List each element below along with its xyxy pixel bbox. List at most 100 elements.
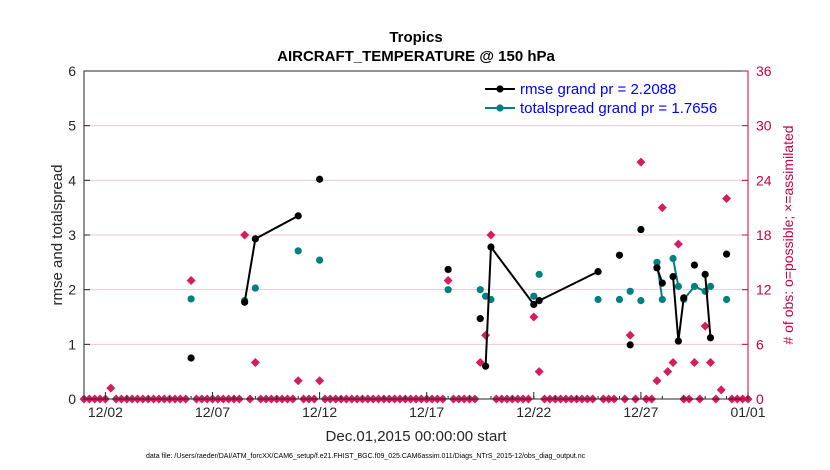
spread-point (653, 258, 661, 266)
rmse-point (187, 354, 195, 362)
obs-point (443, 276, 453, 286)
legend-rmse-label: rmse grand pr = 2.2088 (520, 81, 676, 98)
obs-point (293, 376, 303, 386)
chart-title: Tropics (389, 29, 442, 46)
obs-point (529, 312, 539, 322)
y-tick-label-left: 4 (68, 172, 76, 188)
marks-layer (79, 102, 753, 404)
rmse-point (615, 251, 624, 259)
rmse-point (669, 272, 677, 281)
rmse-point (294, 212, 302, 220)
spread-point (626, 287, 634, 295)
rmse-line-segment (484, 244, 535, 367)
rmse-point (530, 300, 538, 309)
y-tick-label-left: 3 (68, 227, 76, 243)
x-tick-label: 01/01 (730, 404, 765, 420)
spread-point (251, 284, 259, 292)
rmse-line-segment (538, 270, 599, 302)
legend-spread-label: totalspread grand pr = 1.7656 (520, 100, 717, 117)
spread-point (594, 295, 602, 304)
spread-point (615, 295, 624, 304)
rmse-point (482, 362, 490, 370)
y-tick-label-right: 36 (756, 63, 772, 79)
rmse-point (594, 268, 602, 276)
spread-point (674, 282, 682, 290)
spread-line-segment (682, 285, 712, 301)
spread-point (476, 286, 484, 294)
x-axis-label: Dec.01,2015 00:00:00 start (326, 428, 508, 445)
spread-point (530, 292, 538, 300)
x-tick-label: 12/07 (195, 404, 230, 420)
chart-subtitle: AIRCRAFT_TEMPERATURE @ 150 hPa (277, 48, 555, 65)
x-tick-label: 12/17 (409, 404, 444, 420)
legend-rmse-marker (496, 85, 504, 93)
x-tick-label: 12/12 (302, 404, 337, 420)
rmse-point (241, 298, 249, 306)
y-tick-label-right: 24 (756, 172, 772, 188)
obs-point (486, 230, 496, 240)
x-tick-label: 12/02 (88, 404, 123, 420)
spread-point (535, 270, 543, 278)
spread-point (690, 282, 699, 290)
y-tick-label-right: 12 (756, 282, 772, 298)
obs-point (722, 194, 732, 204)
obs-point (689, 358, 699, 368)
rmse-point (674, 337, 682, 345)
rmse-point (316, 175, 324, 183)
y-axis-label-left: rmse and totalspread (49, 165, 66, 306)
x-tick-label: 12/22 (516, 404, 551, 420)
y-tick-label-left: 0 (68, 391, 76, 407)
y-tick-label-left: 2 (68, 282, 76, 298)
y-tick-label-left: 6 (68, 63, 76, 79)
rmse-point (658, 279, 666, 287)
rmse-point (626, 341, 634, 349)
obs-point (315, 376, 325, 386)
rmse-point (637, 225, 645, 234)
obs-point (663, 367, 673, 377)
obs-point (250, 358, 260, 368)
spread-point (658, 295, 666, 304)
obs-point (240, 230, 250, 240)
rmse-point (706, 334, 715, 342)
legend-spread-marker (496, 104, 504, 112)
obs-point (625, 330, 635, 340)
y-tick-label-left: 5 (68, 118, 76, 134)
rmse-point (690, 261, 699, 269)
x-tick-label: 12/27 (623, 404, 658, 420)
rmse-point (535, 297, 543, 305)
grid-layer (84, 125, 748, 345)
spread-point (669, 254, 677, 263)
rmse-line-segment (704, 274, 712, 338)
obs-point (673, 239, 683, 249)
rmse-point (680, 294, 688, 302)
obs-point (716, 385, 726, 395)
rmse-point (701, 270, 709, 278)
spread-point (294, 247, 302, 255)
obs-point (106, 383, 116, 393)
obs-point (706, 358, 716, 368)
obs-point (534, 367, 544, 377)
obs-point (652, 376, 662, 386)
obs-point (657, 203, 667, 213)
legend: rmse grand pr = 2.2088 totalspread grand… (480, 77, 746, 117)
rmse-point (476, 315, 484, 323)
rmse-point (487, 243, 495, 251)
obs-point (636, 157, 646, 167)
spread-point (187, 295, 195, 303)
spread-point (706, 282, 715, 290)
spread-point (444, 286, 452, 294)
obs-point (186, 276, 196, 286)
spread-line-segment (672, 258, 680, 287)
legend-background (480, 77, 746, 117)
spread-point (316, 256, 324, 264)
y-tick-label-right: 0 (756, 391, 764, 407)
spread-point (637, 297, 645, 305)
rmse-point (444, 265, 452, 274)
spread-point (482, 292, 490, 300)
obs-point (668, 358, 678, 368)
y-tick-label-right: 18 (756, 227, 772, 243)
data-file-footnote: data file: /Users/raeder/DAI/ATM_forcXX/… (146, 453, 586, 460)
y-tick-label-right: 6 (756, 336, 764, 352)
